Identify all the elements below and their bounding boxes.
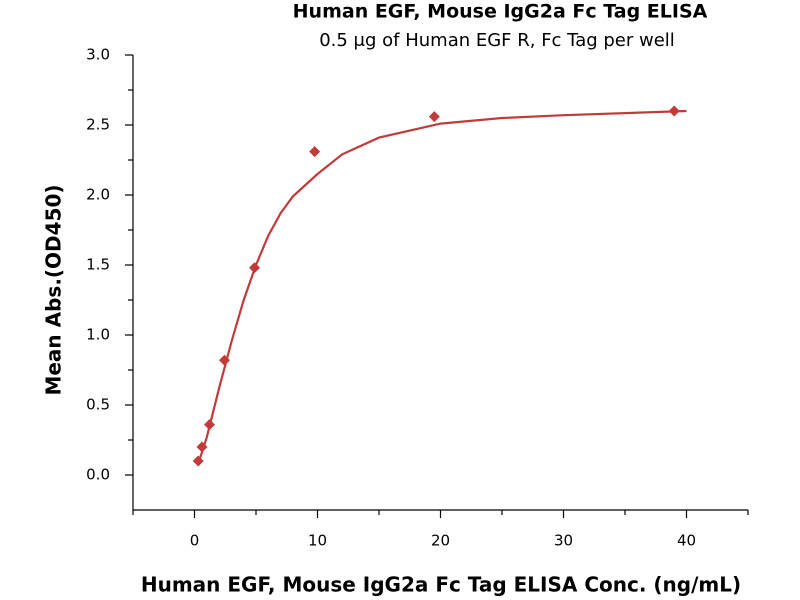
x-tick-label: 40: [677, 532, 696, 550]
chart-subtitle: 0.5 μg of Human EGF R, Fc Tag per well: [319, 30, 675, 51]
data-point: [196, 441, 208, 453]
data-point: [668, 105, 680, 117]
chart-title: Human EGF, Mouse IgG2a Fc Tag ELISA: [293, 1, 708, 23]
y-tick-label: 1.5: [86, 256, 110, 274]
data-point: [428, 111, 440, 123]
x-tick-label: 0: [190, 532, 200, 550]
y-tick-label: 0.0: [86, 466, 110, 484]
y-tick-label: 3.0: [86, 46, 110, 64]
data-point: [309, 146, 321, 158]
fit-curve: [197, 109, 687, 465]
data-point: [192, 455, 204, 467]
x-tick-label: 30: [554, 532, 573, 550]
y-tick-label: 2.5: [86, 116, 110, 134]
y-tick-label: 1.0: [86, 326, 110, 344]
data-point: [219, 354, 231, 366]
x-tick-label: 10: [308, 532, 327, 550]
data-point: [249, 262, 261, 274]
data-point: [204, 419, 216, 431]
x-axis-label: Human EGF, Mouse IgG2a Fc Tag ELISA Conc…: [141, 573, 741, 597]
y-tick-label: 2.0: [86, 186, 110, 204]
y-tick-label: 0.5: [86, 396, 110, 414]
y-axis-label: Mean Abs.(OD450): [42, 184, 66, 395]
x-tick-label: 20: [431, 532, 450, 550]
